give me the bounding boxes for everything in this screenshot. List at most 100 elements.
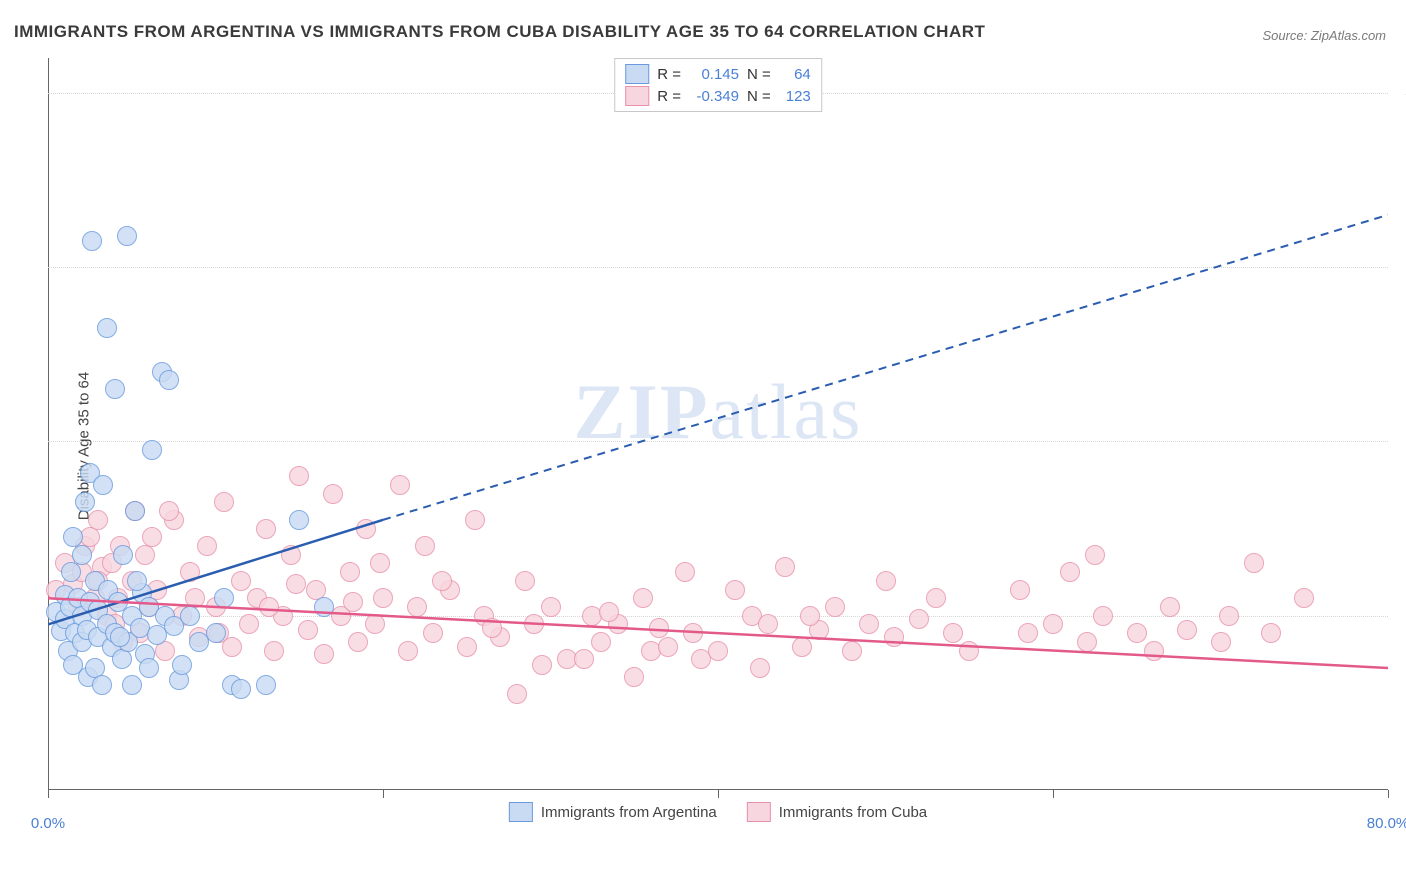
legend-item-cuba: Immigrants from Cuba (747, 802, 927, 822)
x-tick (383, 790, 384, 798)
x-tick (1053, 790, 1054, 798)
y-tick-label: 20.0% (1396, 433, 1406, 450)
data-point-cuba (1043, 614, 1063, 634)
swatch-cuba (747, 802, 771, 822)
data-point-argentina (289, 510, 309, 530)
data-point-cuba (1144, 641, 1164, 661)
data-point-cuba (1294, 588, 1314, 608)
scatter-chart: ZIPatlas 10.0%20.0%30.0%40.0%0.0%80.0% R… (48, 58, 1388, 828)
n-label: N = (747, 66, 771, 83)
r-label: R = (657, 88, 681, 105)
data-point-argentina (139, 658, 159, 678)
data-point-cuba (298, 620, 318, 640)
data-point-cuba (1261, 623, 1281, 643)
data-point-cuba (658, 637, 678, 657)
plot-area: ZIPatlas 10.0%20.0%30.0%40.0%0.0%80.0% (48, 58, 1388, 828)
data-point-cuba (398, 641, 418, 661)
data-point-cuba (624, 667, 644, 687)
data-point-argentina (180, 606, 200, 626)
data-point-argentina (110, 627, 130, 647)
data-point-argentina (127, 571, 147, 591)
y-tick-label: 30.0% (1396, 259, 1406, 276)
legend-row-argentina: R = 0.145 N = 64 (625, 63, 811, 85)
data-point-cuba (407, 597, 427, 617)
data-point-cuba (415, 536, 435, 556)
data-point-cuba (281, 545, 301, 565)
data-point-cuba (348, 632, 368, 652)
data-point-cuba (675, 562, 695, 582)
data-point-cuba (909, 609, 929, 629)
data-point-cuba (1018, 623, 1038, 643)
data-point-cuba (725, 580, 745, 600)
data-point-argentina (97, 318, 117, 338)
data-point-cuba (884, 627, 904, 647)
data-point-argentina (105, 379, 125, 399)
data-point-cuba (591, 632, 611, 652)
data-point-cuba (259, 597, 279, 617)
r-label: R = (657, 66, 681, 83)
data-point-cuba (340, 562, 360, 582)
data-point-argentina (122, 675, 142, 695)
x-tick (48, 790, 49, 798)
data-point-cuba (1060, 562, 1080, 582)
data-point-cuba (214, 492, 234, 512)
x-tick-label: 80.0% (1367, 815, 1406, 832)
data-point-cuba (708, 641, 728, 661)
data-point-cuba (457, 637, 477, 657)
data-point-cuba (264, 641, 284, 661)
data-point-cuba (239, 614, 259, 634)
data-point-cuba (356, 519, 376, 539)
y-tick-label: 40.0% (1396, 84, 1406, 101)
data-point-cuba (432, 571, 452, 591)
data-point-cuba (1093, 606, 1113, 626)
r-value-argentina: 0.145 (689, 66, 739, 83)
data-point-cuba (365, 614, 385, 634)
data-point-argentina (314, 597, 334, 617)
swatch-argentina (625, 64, 649, 84)
data-point-argentina (72, 545, 92, 565)
watermark: ZIPatlas (574, 367, 863, 457)
data-point-argentina (172, 655, 192, 675)
legend-label-cuba: Immigrants from Cuba (779, 804, 927, 821)
data-point-cuba (792, 637, 812, 657)
data-point-cuba (599, 602, 619, 622)
data-point-cuba (943, 623, 963, 643)
data-point-cuba (683, 623, 703, 643)
data-point-cuba (541, 597, 561, 617)
data-point-cuba (507, 684, 527, 704)
data-point-cuba (390, 475, 410, 495)
data-point-cuba (515, 571, 535, 591)
data-point-cuba (1010, 580, 1030, 600)
data-point-cuba (842, 641, 862, 661)
x-tick (718, 790, 719, 798)
data-point-cuba (649, 618, 669, 638)
legend-item-argentina: Immigrants from Argentina (509, 802, 717, 822)
legend-label-argentina: Immigrants from Argentina (541, 804, 717, 821)
data-point-cuba (88, 510, 108, 530)
data-point-argentina (61, 562, 81, 582)
data-point-cuba (1211, 632, 1231, 652)
data-point-cuba (1085, 545, 1105, 565)
data-point-argentina (159, 370, 179, 390)
data-point-argentina (125, 501, 145, 521)
data-point-cuba (370, 553, 390, 573)
data-point-cuba (180, 562, 200, 582)
data-point-argentina (112, 649, 132, 669)
y-tick-label: 10.0% (1396, 607, 1406, 624)
data-point-cuba (1160, 597, 1180, 617)
data-point-cuba (289, 466, 309, 486)
data-point-cuba (482, 618, 502, 638)
data-point-cuba (758, 614, 778, 634)
x-tick (1388, 790, 1389, 798)
data-point-cuba (574, 649, 594, 669)
data-point-argentina (92, 675, 112, 695)
y-axis (48, 58, 49, 790)
data-point-cuba (750, 658, 770, 678)
data-point-argentina (82, 231, 102, 251)
data-point-cuba (135, 545, 155, 565)
data-point-argentina (231, 679, 251, 699)
data-point-cuba (775, 557, 795, 577)
data-point-cuba (959, 641, 979, 661)
data-point-cuba (343, 592, 363, 612)
data-point-cuba (142, 527, 162, 547)
